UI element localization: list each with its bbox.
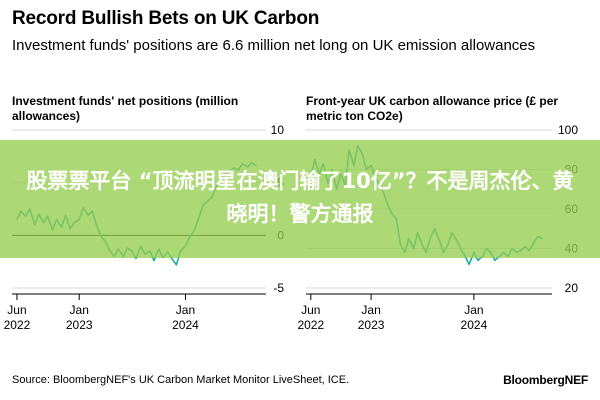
x-tick-label: 2022 bbox=[4, 318, 31, 332]
x-tick-label: Jan bbox=[176, 303, 195, 317]
left-panel-title: Investment funds' net positions (million… bbox=[12, 94, 239, 123]
x-tick-label: Jan bbox=[464, 303, 483, 317]
brand-logo: BloombergNEF bbox=[503, 373, 588, 387]
x-tick-label: 2023 bbox=[66, 318, 93, 332]
y-tick-label: -5 bbox=[273, 281, 284, 295]
x-tick-label: 2024 bbox=[461, 318, 488, 332]
y-tick-label: 10 bbox=[271, 123, 285, 137]
overlay-banner-text: 股票票平台 “顶流明星在澳门输了10亿”？不是周杰伦、黄晓明！警方通报 bbox=[26, 169, 574, 226]
x-tick-label: Jan bbox=[361, 303, 380, 317]
chart-headline: Record Bullish Bets on UK Carbon bbox=[12, 8, 320, 29]
right-panel-title: Front-year UK carbon allowance price (£ … bbox=[306, 94, 559, 123]
x-tick-label: 2024 bbox=[172, 318, 199, 332]
chart-subheadline: Investment funds' positions are 6.6 mill… bbox=[12, 37, 536, 54]
x-tick-label: Jun bbox=[7, 303, 26, 317]
x-tick-label: Jun bbox=[301, 303, 320, 317]
x-tick-label: 2023 bbox=[358, 318, 385, 332]
y-tick-label: 100 bbox=[558, 123, 578, 137]
x-tick-label: Jan bbox=[70, 303, 89, 317]
source-note: Source: BloombergNEF's UK Carbon Market … bbox=[12, 374, 350, 386]
overlay-banner bbox=[0, 140, 600, 258]
y-tick-label: 20 bbox=[565, 281, 579, 295]
x-tick-label: 2022 bbox=[297, 318, 324, 332]
